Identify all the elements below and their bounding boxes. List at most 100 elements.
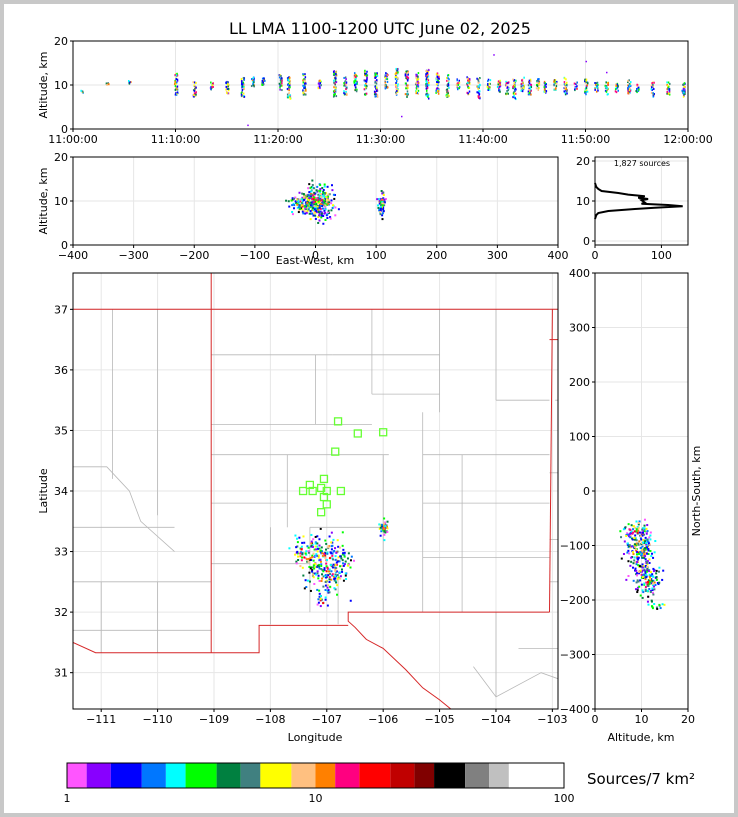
- ew-source-mark: [378, 199, 381, 202]
- ns-source-mark: [651, 591, 654, 594]
- ns-source-mark: [643, 549, 646, 552]
- plan-source-mark: [300, 551, 303, 554]
- time-source-mark: [394, 77, 397, 80]
- time-source-mark: [628, 85, 630, 88]
- ns-source-mark: [646, 540, 649, 543]
- time-source-mark: [252, 76, 255, 79]
- plan-source-mark: [301, 566, 304, 569]
- time-source-mark: [278, 82, 281, 85]
- time-source-mark: [650, 91, 653, 94]
- time-source-mark: [505, 84, 507, 87]
- x-tick-label: 11:20:00: [253, 133, 302, 146]
- time-source-mark: [425, 75, 427, 78]
- ns-source-mark: [646, 565, 649, 568]
- time-source-mark: [404, 71, 407, 74]
- time-source-mark: [666, 88, 668, 91]
- time-source-mark: [553, 84, 555, 87]
- ns-source-mark: [651, 584, 654, 587]
- x-tick-label: −108: [255, 713, 285, 726]
- time-source-mark: [520, 82, 523, 85]
- time-source-mark: [318, 79, 321, 82]
- ns-source-mark: [650, 555, 653, 558]
- time-source-mark: [435, 78, 438, 81]
- ew-source-mark: [322, 202, 325, 205]
- ew-source-mark: [317, 209, 320, 212]
- plan-view-panel: −111 −110 −109 −108 −107 −106 −105 −104 −103 313…: [37, 272, 567, 744]
- plan-source-mark: [318, 544, 321, 547]
- y-tick-label: 10: [576, 195, 590, 208]
- ns-source-mark: [652, 593, 655, 596]
- time-source-mark: [304, 85, 306, 88]
- colorbar-swatch: [390, 763, 415, 788]
- time-source-mark: [353, 84, 356, 87]
- time-source-mark: [565, 81, 568, 84]
- plan-source-mark: [316, 588, 319, 591]
- time-source-mark: [446, 88, 448, 91]
- plan-source-mark: [335, 563, 338, 566]
- ns-source-mark: [641, 534, 644, 537]
- plan-source-mark: [305, 553, 308, 556]
- ew-source-mark: [330, 184, 333, 187]
- plan-source-mark: [310, 542, 313, 545]
- colorbar-swatch: [260, 763, 292, 788]
- time-source-mark: [243, 88, 245, 91]
- ew-source-mark: [318, 198, 321, 201]
- plan-source-mark: [318, 589, 321, 592]
- ns-source-mark: [637, 551, 640, 554]
- time-source-mark: [365, 74, 368, 77]
- ew-source-mark: [310, 190, 313, 193]
- time-source-mark: [176, 79, 179, 82]
- ew-source-mark: [314, 192, 317, 195]
- time-source-mark: [498, 88, 501, 91]
- ns-source-mark: [627, 560, 630, 563]
- ew-source-mark: [306, 200, 309, 203]
- ns-source-mark: [644, 536, 647, 539]
- time-source-mark: [666, 92, 668, 95]
- ns-source-mark: [653, 585, 656, 588]
- ns-source-mark: [651, 579, 654, 582]
- time-source-mark: [468, 90, 471, 93]
- time-source-mark: [289, 86, 291, 89]
- time-source-mark: [129, 81, 131, 84]
- ns-source-mark: [633, 556, 636, 559]
- time-source-mark: [365, 80, 368, 83]
- time-source-mark: [242, 85, 245, 88]
- time-source-mark: [520, 89, 523, 92]
- ns-source-mark: [645, 570, 648, 573]
- ns-source-mark: [644, 576, 647, 579]
- station-marker: [305, 480, 315, 490]
- time-source-mark: [333, 72, 335, 75]
- time-source-mark: [193, 92, 196, 95]
- time-source-mark: [435, 91, 437, 94]
- ns-source-mark: [636, 556, 639, 559]
- plan-source-mark: [336, 560, 339, 563]
- ew-source-mark: [309, 195, 312, 198]
- time-source-mark: [175, 74, 178, 77]
- ns-source-mark: [647, 570, 650, 573]
- plan-source-mark: [342, 562, 345, 565]
- time-source-mark: [302, 81, 305, 84]
- ns-source-mark: [623, 540, 626, 543]
- ns-source-mark: [643, 553, 646, 556]
- colorbar-swatch: [216, 763, 241, 788]
- ns-source-mark: [650, 578, 653, 581]
- ns-source-mark: [641, 545, 644, 548]
- time-source-mark: [343, 90, 345, 93]
- ns-source-mark: [624, 526, 627, 529]
- ns-source-mark: [649, 581, 652, 584]
- plan-source-mark: [306, 545, 309, 548]
- time-source-mark: [345, 81, 348, 84]
- time-source-mark: [667, 88, 670, 91]
- ns-source-mark: [640, 556, 643, 559]
- plan-source-mark: [306, 579, 309, 582]
- time-source-mark: [287, 79, 290, 82]
- time-source-mark: [278, 74, 281, 77]
- ew-source-mark: [382, 200, 385, 203]
- time-source-mark: [529, 80, 532, 83]
- time-source-mark: [555, 85, 558, 88]
- ns-source-mark: [630, 556, 633, 559]
- time-source-mark: [426, 85, 429, 88]
- time-source-mark: [538, 87, 540, 90]
- ns-source-mark: [642, 551, 645, 554]
